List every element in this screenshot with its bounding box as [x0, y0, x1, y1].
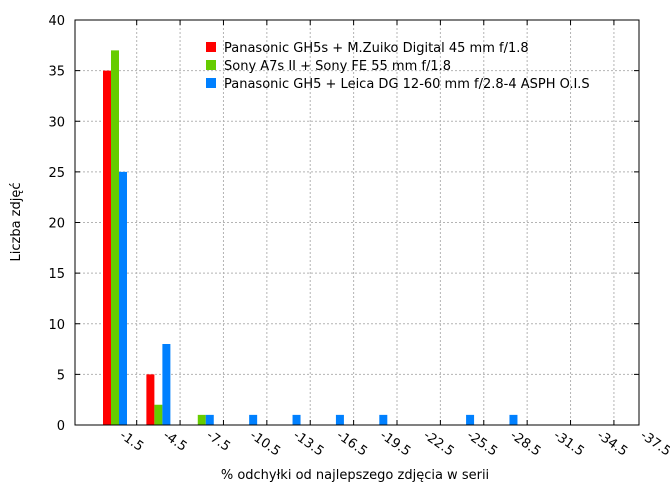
- legend: Panasonic GH5s + M.Zuiko Digital 45 mm f…: [206, 41, 590, 92]
- legend-swatch: [206, 42, 216, 52]
- y-tick-label: 30: [48, 115, 65, 130]
- bar: [379, 414, 388, 425]
- bar: [509, 414, 518, 425]
- bar: [154, 404, 163, 425]
- legend-label: Sony A7s II + Sony FE 55 mm f/1.8: [224, 59, 451, 74]
- legend-label: Panasonic GH5 + Leica DG 12-60 mm f/2.8-…: [224, 77, 590, 92]
- y-tick-label: 25: [48, 166, 65, 181]
- bar: [146, 374, 155, 425]
- bar: [197, 414, 206, 425]
- bar: [205, 414, 214, 425]
- y-tick-label: 10: [48, 318, 65, 333]
- bar: [249, 414, 258, 425]
- x-axis-title: % odchyłki od najlepszego zdjęcia w seri…: [221, 468, 489, 483]
- bar: [119, 171, 127, 425]
- y-axis-title: Liczba zdjęć: [9, 182, 24, 261]
- legend-swatch: [206, 60, 216, 70]
- bar: [292, 414, 301, 425]
- legend-label: Panasonic GH5s + M.Zuiko Digital 45 mm f…: [224, 41, 529, 56]
- bar: [111, 50, 119, 425]
- bar: [335, 414, 344, 425]
- y-tick-labels: 0 5 10 15 20 25 30 35 40: [48, 14, 65, 434]
- tick-marks: [75, 19, 639, 426]
- y-tick-label: 35: [48, 65, 65, 80]
- bar: [162, 344, 171, 425]
- y-tick-label: 40: [48, 14, 65, 29]
- legend-swatch: [206, 78, 216, 88]
- y-tick-label: 5: [57, 368, 65, 383]
- y-tick-label: 0: [57, 419, 65, 434]
- bar: [466, 414, 475, 425]
- bars: [103, 50, 518, 425]
- y-tick-label: 20: [48, 217, 65, 232]
- grid-lines: [75, 20, 639, 425]
- bar: [103, 70, 111, 425]
- y-tick-label: 15: [48, 267, 65, 282]
